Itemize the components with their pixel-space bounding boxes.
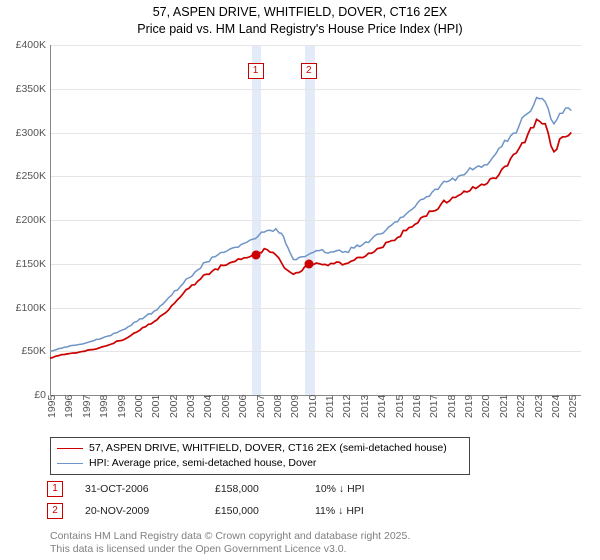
x-axis-label: 2013 [359,395,371,418]
legend-text: 57, ASPEN DRIVE, WHITFIELD, DOVER, CT16 … [89,441,447,456]
x-axis-label: 2011 [324,395,336,418]
y-axis-label: £100K [16,302,46,314]
legend: 57, ASPEN DRIVE, WHITFIELD, DOVER, CT16 … [50,437,470,475]
x-axis-label: 2022 [515,395,527,418]
x-axis-label: 2005 [220,395,232,418]
x-axis-label: 2001 [150,395,162,418]
x-axis-label: 2020 [480,395,492,418]
sale-price: £158,000 [215,483,315,495]
legend-swatch [57,448,83,449]
sale-marker-1: 1 [248,63,264,79]
y-axis-label: £400K [16,39,46,51]
y-axis-label: £50K [21,345,46,357]
x-axis-label: 2007 [255,395,267,418]
x-axis-label: 2010 [307,395,319,418]
sale-row-marker: 1 [47,481,63,497]
x-axis-label: 2006 [237,395,249,418]
x-axis-label: 2002 [168,395,180,418]
x-axis-label: 2009 [289,395,301,418]
x-axis-label: 2025 [567,395,579,418]
footnote-line-2: This data is licensed under the Open Gov… [50,543,347,557]
series-property [50,119,571,358]
x-axis-label: 1999 [116,395,128,418]
sale-marker-2: 2 [301,63,317,79]
x-axis-label: 2016 [411,395,423,418]
sale-dot-1 [251,251,260,260]
sale-diff: 10% ↓ HPI [315,483,365,495]
chart-title: 57, ASPEN DRIVE, WHITFIELD, DOVER, CT16 … [0,0,600,38]
sale-diff: 11% ↓ HPI [315,505,364,517]
x-axis-label: 2003 [185,395,197,418]
series-hpi [50,98,571,352]
x-axis-label: 2008 [272,395,284,418]
x-axis-label: 1998 [98,395,110,418]
x-axis-label: 2021 [498,395,510,418]
y-axis-label: £250K [16,170,46,182]
sale-date: 20-NOV-2009 [85,505,215,517]
title-line-2: Price paid vs. HM Land Registry's House … [0,21,600,38]
x-axis-label: 2024 [550,395,562,418]
x-axis-label: 2015 [394,395,406,418]
x-axis-label: 2018 [446,395,458,418]
x-axis-label: 2012 [341,395,353,418]
chart-plot-area: £0£50K£100K£150K£200K£250K£300K£350K£400… [50,45,580,395]
footnote-line-1: Contains HM Land Registry data © Crown c… [50,530,410,544]
x-axis-label: 2023 [533,395,545,418]
x-axis-label: 2004 [202,395,214,418]
y-axis-label: £300K [16,127,46,139]
y-axis-label: £0 [34,389,46,401]
sale-row-marker: 2 [47,503,63,519]
sale-price: £150,000 [215,505,315,517]
sale-row-1: 1 31-OCT-2006£158,00010% ↓ HPI [47,481,365,497]
x-axis-label: 2000 [133,395,145,418]
x-axis-label: 2017 [428,395,440,418]
legend-item: HPI: Average price, semi-detached house,… [57,456,463,471]
y-axis-label: £150K [16,258,46,270]
x-axis-label: 2014 [376,395,388,418]
x-axis-label: 1996 [63,395,75,418]
x-axis-label: 1995 [46,395,58,418]
y-axis-label: £200K [16,214,46,226]
chart-container: { "title": { "line1": "57, ASPEN DRIVE, … [0,0,600,560]
legend-swatch [57,463,83,464]
x-axis-label: 2019 [463,395,475,418]
legend-item: 57, ASPEN DRIVE, WHITFIELD, DOVER, CT16 … [57,441,463,456]
x-axis-label: 1997 [81,395,93,418]
sale-dot-2 [304,259,313,268]
sale-row-2: 2 20-NOV-2009£150,00011% ↓ HPI [47,503,364,519]
title-line-1: 57, ASPEN DRIVE, WHITFIELD, DOVER, CT16 … [0,4,600,21]
legend-text: HPI: Average price, semi-detached house,… [89,456,316,471]
sale-date: 31-OCT-2006 [85,483,215,495]
y-axis-label: £350K [16,83,46,95]
